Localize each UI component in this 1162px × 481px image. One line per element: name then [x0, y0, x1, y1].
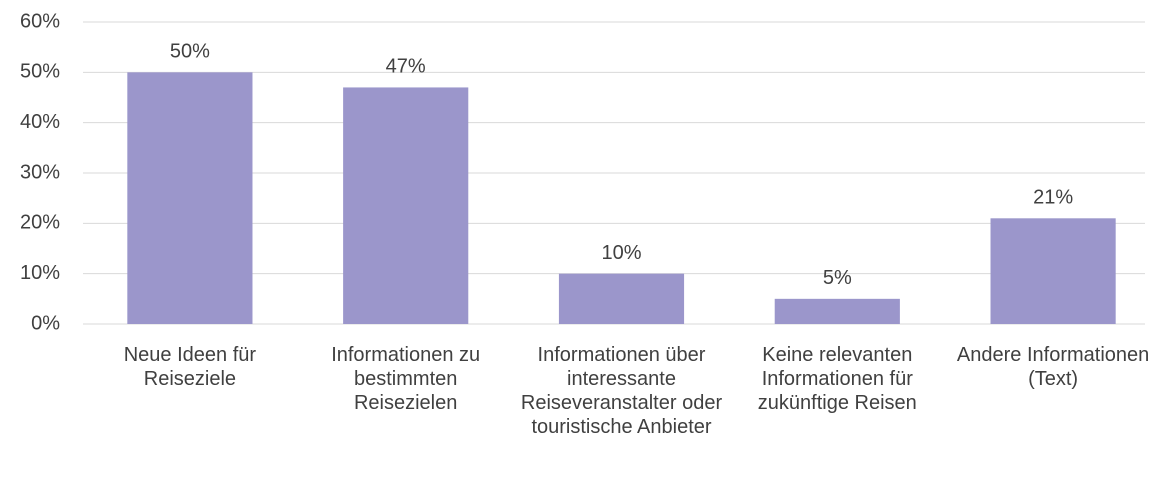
- y-tick-label: 10%: [20, 262, 60, 284]
- value-label: 50%: [170, 41, 210, 63]
- value-label: 47%: [386, 56, 426, 78]
- y-tick-label: 50%: [20, 61, 60, 83]
- x-tick-label: Andere Informationen (Text): [956, 344, 1150, 390]
- bar: [990, 218, 1116, 324]
- x-tick-label: Informationen über interessante Reisever…: [520, 344, 723, 438]
- y-tick-label: 0%: [31, 312, 60, 334]
- y-tick-label: 60%: [20, 10, 60, 32]
- value-label: 5%: [823, 267, 852, 289]
- y-tick-label: 40%: [20, 111, 60, 133]
- y-tick-label: 30%: [20, 161, 60, 183]
- bar: [774, 298, 900, 324]
- value-label: 10%: [601, 242, 641, 264]
- y-tick-label: 20%: [20, 212, 60, 234]
- bar: [343, 87, 469, 324]
- x-tick-label: Keine relevanten Informationen für zukün…: [757, 344, 917, 414]
- value-label: 21%: [1033, 187, 1073, 209]
- bar: [127, 72, 253, 324]
- bar: [558, 273, 685, 324]
- x-tick-label: Neue Ideen für Reiseziele: [123, 344, 257, 390]
- x-tick-label: Informationen zu bestimmten Reisezielen: [331, 344, 481, 414]
